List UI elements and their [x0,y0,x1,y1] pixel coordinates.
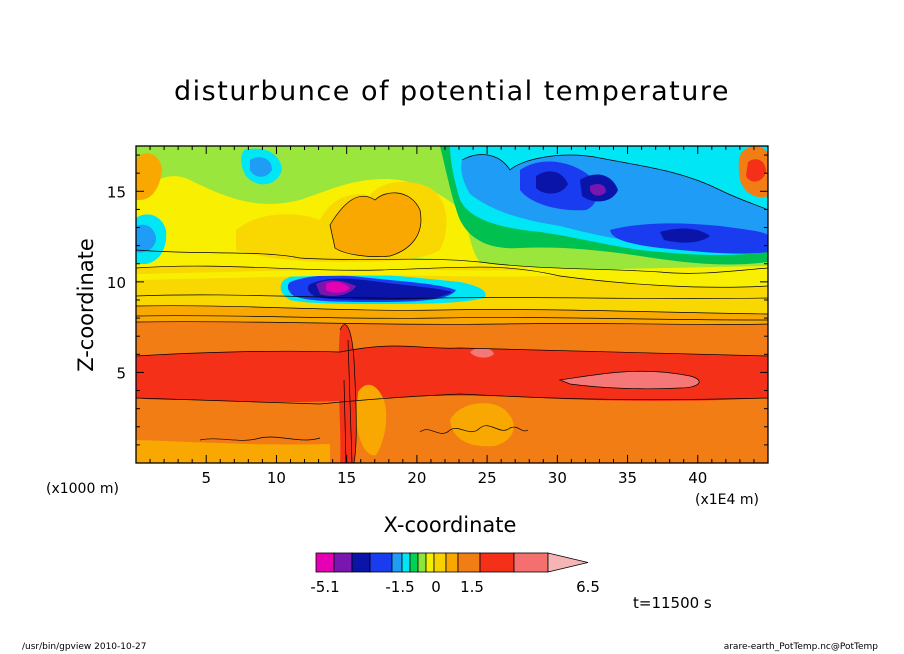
colorbar-swatch [409,552,419,573]
colorbar-label: -5.1 [310,578,339,596]
contour-line [136,305,768,315]
colorbar-swatch [401,552,411,573]
plume-orange-left [356,384,387,456]
colorbar-swatch [445,552,459,573]
pink-patch-right [560,371,700,389]
x-tick-label: 35 [618,469,637,487]
colorbar-swatch [433,552,447,573]
x-tick-label: 25 [478,469,497,487]
colorbar-label: 1.5 [460,578,484,596]
left-blue-patch [136,224,156,253]
plume-red [338,324,357,463]
colorbar-arrow [547,552,589,573]
contour-field [136,146,768,463]
contour-line [136,321,768,325]
contour-line [419,425,529,434]
colorbar-swatch [457,552,481,573]
cold-band-magenta [326,281,350,293]
plot-frame [135,145,769,464]
x-tick-label: 15 [337,469,356,487]
contour-line [136,294,768,299]
chart-title: disturbunce of potential temperature [174,76,730,107]
contour-line [558,370,700,390]
x-tick-label: 20 [407,469,426,487]
x-axis-title: X-coordinate [383,513,517,537]
colorbar-swatch [333,552,353,573]
footer-source-file: arare-earth_PotTemp.nc@PotTemp [723,642,878,652]
navy-patch-a [536,171,568,194]
contour-line [461,154,768,211]
colorbar-label: 6.5 [576,578,600,596]
contour-lines [136,154,768,463]
bottom-orange-strip [136,440,330,463]
colorbar-swatch [369,552,393,573]
upper-orange-region [330,192,421,257]
y-tick-label: 10 [107,274,126,292]
upper-left-orange [136,153,162,200]
x-tick-label: 40 [688,469,707,487]
contour-line [199,436,321,441]
plume-orange-right [450,403,514,447]
colorbar-swatch [391,552,403,573]
colorbar-swatch [351,552,371,573]
contour-line [136,345,768,357]
contour-line [329,192,422,257]
contour-line [136,249,768,274]
x-axis-scale-note: (x1E4 m) [695,492,759,508]
top-blue-patch [250,157,272,177]
footer-program-date: /usr/bin/gpview 2010-10-27 [22,642,147,652]
x-tick-label: 30 [548,469,567,487]
contour-line [136,265,768,288]
colorbar-swatch [315,552,335,573]
y-axis: 5 10 15 [107,154,768,446]
x-axis-unit: (x1000 m) [46,481,119,497]
colorbar-label: -1.5 [385,578,414,596]
colorbar-label: 0 [431,578,441,596]
colorbar-swatch [513,552,549,573]
purple-patch-b [590,184,606,196]
y-tick-label: 15 [107,183,126,201]
y-axis-title: Z-coordinate [74,238,98,372]
y-tick-label: 5 [116,364,126,382]
contour-line [339,324,357,463]
contour-line [136,393,768,405]
contour-line [136,315,768,321]
colorbar-swatch [417,552,427,573]
x-tick-label: 10 [267,469,286,487]
colorbar: -5.1 -1.5 0 1.5 6.5 [310,552,600,596]
colorbar-swatch [425,552,435,573]
x-tick-label: 5 [201,469,211,487]
contour-line [343,339,353,463]
pink-patch-small [470,347,494,358]
time-label: t=11500 s [633,594,712,612]
x-axis: 5 10 15 20 25 30 35 40 [149,146,755,487]
navy-streak-right [660,228,710,243]
upper-right-red [746,159,766,182]
colorbar-swatch [479,552,515,573]
